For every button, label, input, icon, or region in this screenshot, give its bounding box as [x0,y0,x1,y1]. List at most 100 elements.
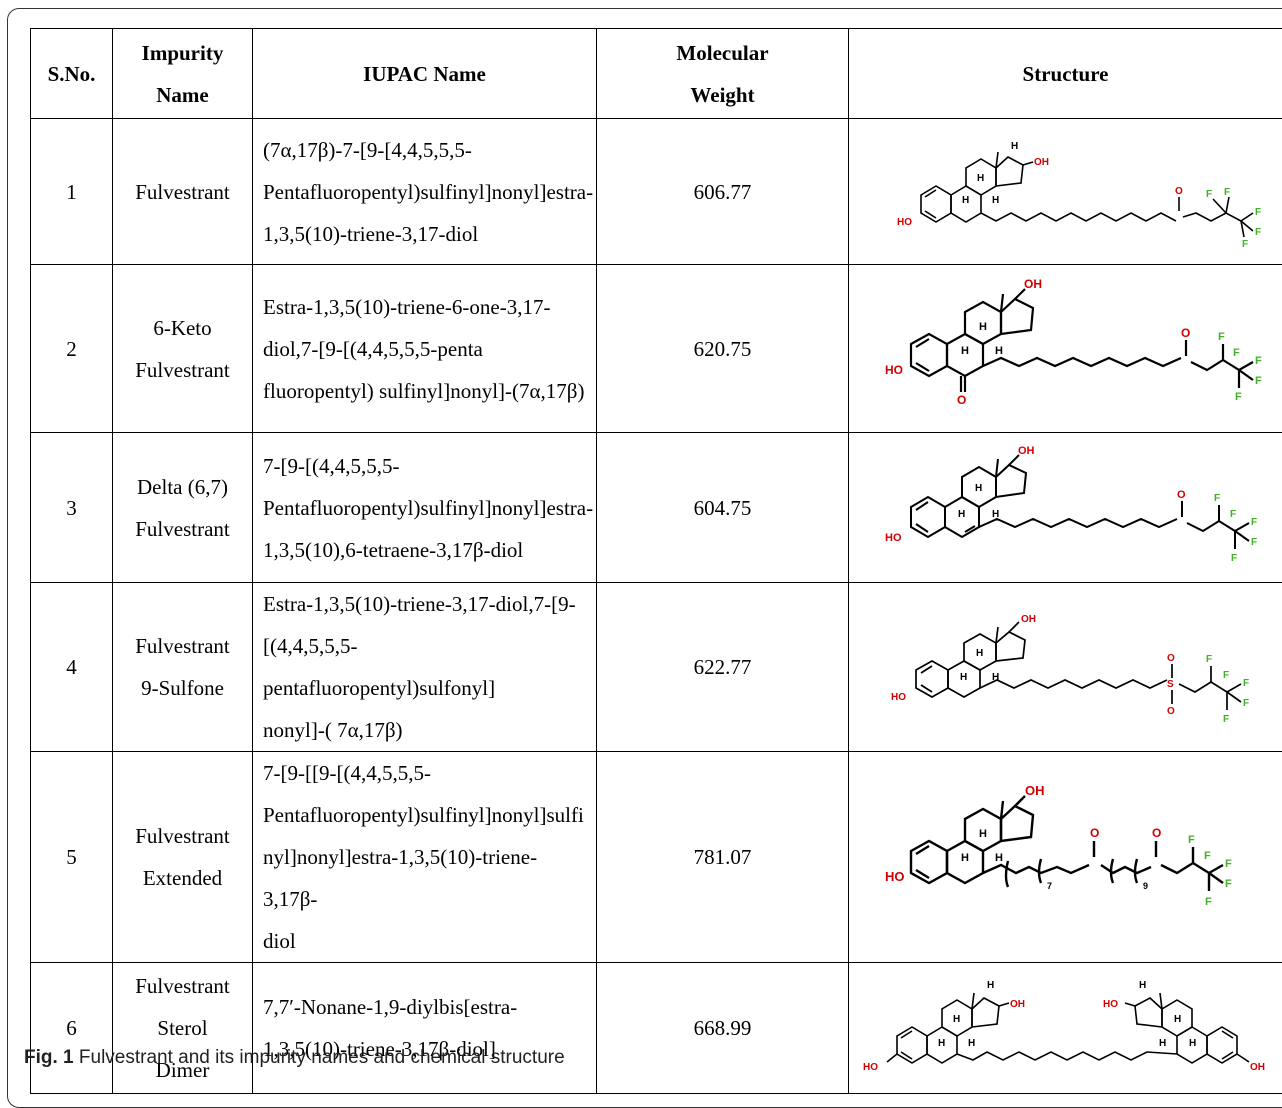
molecular-weight-cell: 620.75 [597,265,849,433]
structure-6-keto-fulvestrant: HO OH O O H H H F F F F F [861,274,1271,424]
sno-cell: 6 [31,963,113,1094]
svg-text:HO: HO [885,532,902,544]
impurity-name-cell: Fulvestrant 9-Sulfone [113,583,253,752]
svg-text:OH: OH [1034,157,1049,168]
table-row: 5 Fulvestrant Extended 7-[9-[[9-[(4,4,5,… [31,752,1282,963]
impurity-table: S.No. Impurity Name IUPAC Name Molecular… [30,28,1282,1094]
svg-text:F: F [1204,850,1211,862]
svg-text:H: H [953,1014,960,1025]
svg-text:H: H [1139,980,1146,991]
structure-fulvestrant-sterol-dimer: HO OH HO OH H H H H H H H H [857,966,1277,1090]
svg-text:H: H [961,345,969,357]
svg-text:9: 9 [1143,881,1148,891]
impurity-name-cell: Fulvestrant [113,119,253,265]
sno-cell: 1 [31,119,113,265]
svg-text:O: O [1090,826,1099,840]
table-row: 1 Fulvestrant (7α,17β)-7-[9-[4,4,5,5,5- … [31,119,1282,265]
svg-text:F: F [1255,227,1261,238]
svg-text:H: H [995,345,1003,357]
svg-text:OH: OH [1024,277,1042,291]
molecular-weight-cell: 668.99 [597,963,849,1094]
svg-text:H: H [958,509,965,520]
table-row: 2 6-Keto Fulvestrant Estra-1,3,5(10)-tri… [31,265,1282,433]
svg-text:F: F [1255,207,1261,218]
svg-text:HO: HO [1103,999,1118,1010]
svg-text:HO: HO [885,869,905,884]
svg-text:F: F [1214,493,1220,504]
structure-cell: HO OH O H H H F F F F F [849,433,1282,583]
svg-text:O: O [1167,653,1175,664]
svg-text:F: F [1225,878,1232,890]
svg-text:F: F [1205,896,1212,908]
structure-cell: HO OH H H H H O F F F F F [849,119,1282,265]
svg-text:H: H [992,509,999,520]
svg-text:F: F [1235,391,1242,403]
iupac-name-cell: 7-[9-[[9-[(4,4,5,5,5- Pentafluoropentyl)… [253,752,597,963]
iupac-name-cell: 7-[9-[(4,4,5,5,5- Pentafluoropentyl)sulf… [253,433,597,583]
svg-text:O: O [1181,326,1190,340]
svg-text:F: F [1223,670,1229,681]
svg-text:F: F [1242,239,1248,250]
svg-text:H: H [979,828,987,840]
figure-caption-text: Fulvestrant and its impurity names and c… [74,1047,565,1068]
svg-text:H: H [987,980,994,991]
sno-cell: 4 [31,583,113,752]
table-row: 6 Fulvestrant Sterol Dimer 7,7′-Nonane-1… [31,963,1282,1094]
structure-cell: HO OH O O H H H F F F F F [849,265,1282,433]
structure-cell: HO OH O S O H H H F F F F F [849,583,1282,752]
header-molecular-weight: Molecular Weight [597,29,849,119]
svg-text:O: O [1152,826,1161,840]
svg-text:HO: HO [885,363,903,377]
svg-text:O: O [957,393,966,407]
svg-text:F: F [1243,678,1249,689]
impurity-name-cell: 6-Keto Fulvestrant [113,265,253,433]
molecular-weight-cell: 604.75 [597,433,849,583]
svg-text:F: F [1224,187,1230,198]
header-iupac-name: IUPAC Name [253,29,597,119]
impurity-name-cell: Delta (6,7) Fulvestrant [113,433,253,583]
svg-text:H: H [960,672,967,683]
structure-fulvestrant-9-sulfone: HO OH O S O H H H F F F F F [861,600,1271,734]
header-row: S.No. Impurity Name IUPAC Name Molecular… [31,29,1282,119]
impurity-name-cell: Fulvestrant Sterol Dimer [113,963,253,1094]
structure-cell: HO OH HO OH H H H H H H H H [849,963,1282,1094]
table-row: 3 Delta (6,7) Fulvestrant 7-[9-[(4,4,5,5… [31,433,1282,583]
svg-text:H: H [1174,1014,1181,1025]
svg-text:OH: OH [1021,614,1036,625]
svg-text:O: O [1175,186,1183,197]
sno-cell: 2 [31,265,113,433]
svg-text:OH: OH [1018,445,1035,457]
svg-text:F: F [1223,714,1229,725]
iupac-name-cell: (7α,17β)-7-[9-[4,4,5,5,5- Pentafluoropen… [253,119,597,265]
svg-text:F: F [1251,517,1257,528]
figure-caption-label: Fig. 1 [24,1047,74,1068]
svg-text:OH: OH [1025,783,1045,798]
svg-text:HO: HO [863,1062,878,1073]
impurity-name-cell: Fulvestrant Extended [113,752,253,963]
svg-text:H: H [979,321,987,333]
svg-text:H: H [992,195,999,206]
svg-text:F: F [1233,347,1240,359]
iupac-name-cell: Estra-1,3,5(10)-triene-6-one-3,17- diol,… [253,265,597,433]
table-row: 4 Fulvestrant 9-Sulfone Estra-1,3,5(10)-… [31,583,1282,752]
svg-text:H: H [992,672,999,683]
svg-text:H: H [995,852,1003,864]
svg-text:OH: OH [1250,1062,1265,1073]
header-sno: S.No. [31,29,113,119]
svg-text:H: H [962,195,969,206]
svg-text:H: H [977,173,984,184]
svg-text:F: F [1206,189,1212,200]
sno-cell: 5 [31,752,113,963]
svg-text:HO: HO [897,217,912,228]
svg-text:H: H [938,1038,945,1049]
svg-text:F: F [1251,537,1257,548]
svg-text:H: H [1159,1038,1166,1049]
svg-text:O: O [1167,706,1175,717]
sno-cell: 3 [31,433,113,583]
svg-text:HO: HO [891,692,906,703]
svg-text:F: F [1255,375,1262,387]
svg-text:F: F [1231,553,1237,564]
svg-text:OH: OH [1010,999,1025,1010]
structure-fulvestrant: HO OH H H H H O F F F F F [861,127,1271,257]
molecular-weight-cell: 622.77 [597,583,849,752]
